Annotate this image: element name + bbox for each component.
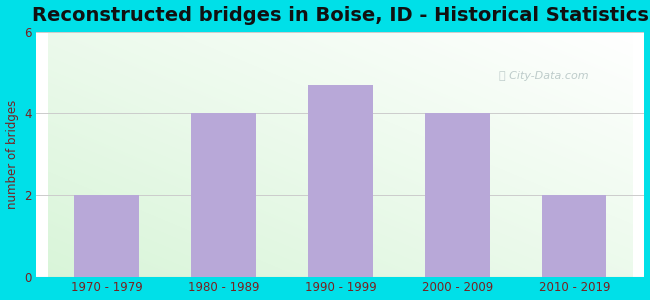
Bar [542, 195, 606, 277]
Text: ⓘ City-Data.com: ⓘ City-Data.com [499, 71, 589, 81]
Title: Reconstructed bridges in Boise, ID - Historical Statistics: Reconstructed bridges in Boise, ID - His… [32, 6, 649, 25]
Bar [75, 195, 139, 277]
Bar [191, 113, 255, 277]
Bar [425, 113, 489, 277]
Y-axis label: number of bridges: number of bridges [6, 100, 19, 209]
Bar [308, 85, 372, 277]
